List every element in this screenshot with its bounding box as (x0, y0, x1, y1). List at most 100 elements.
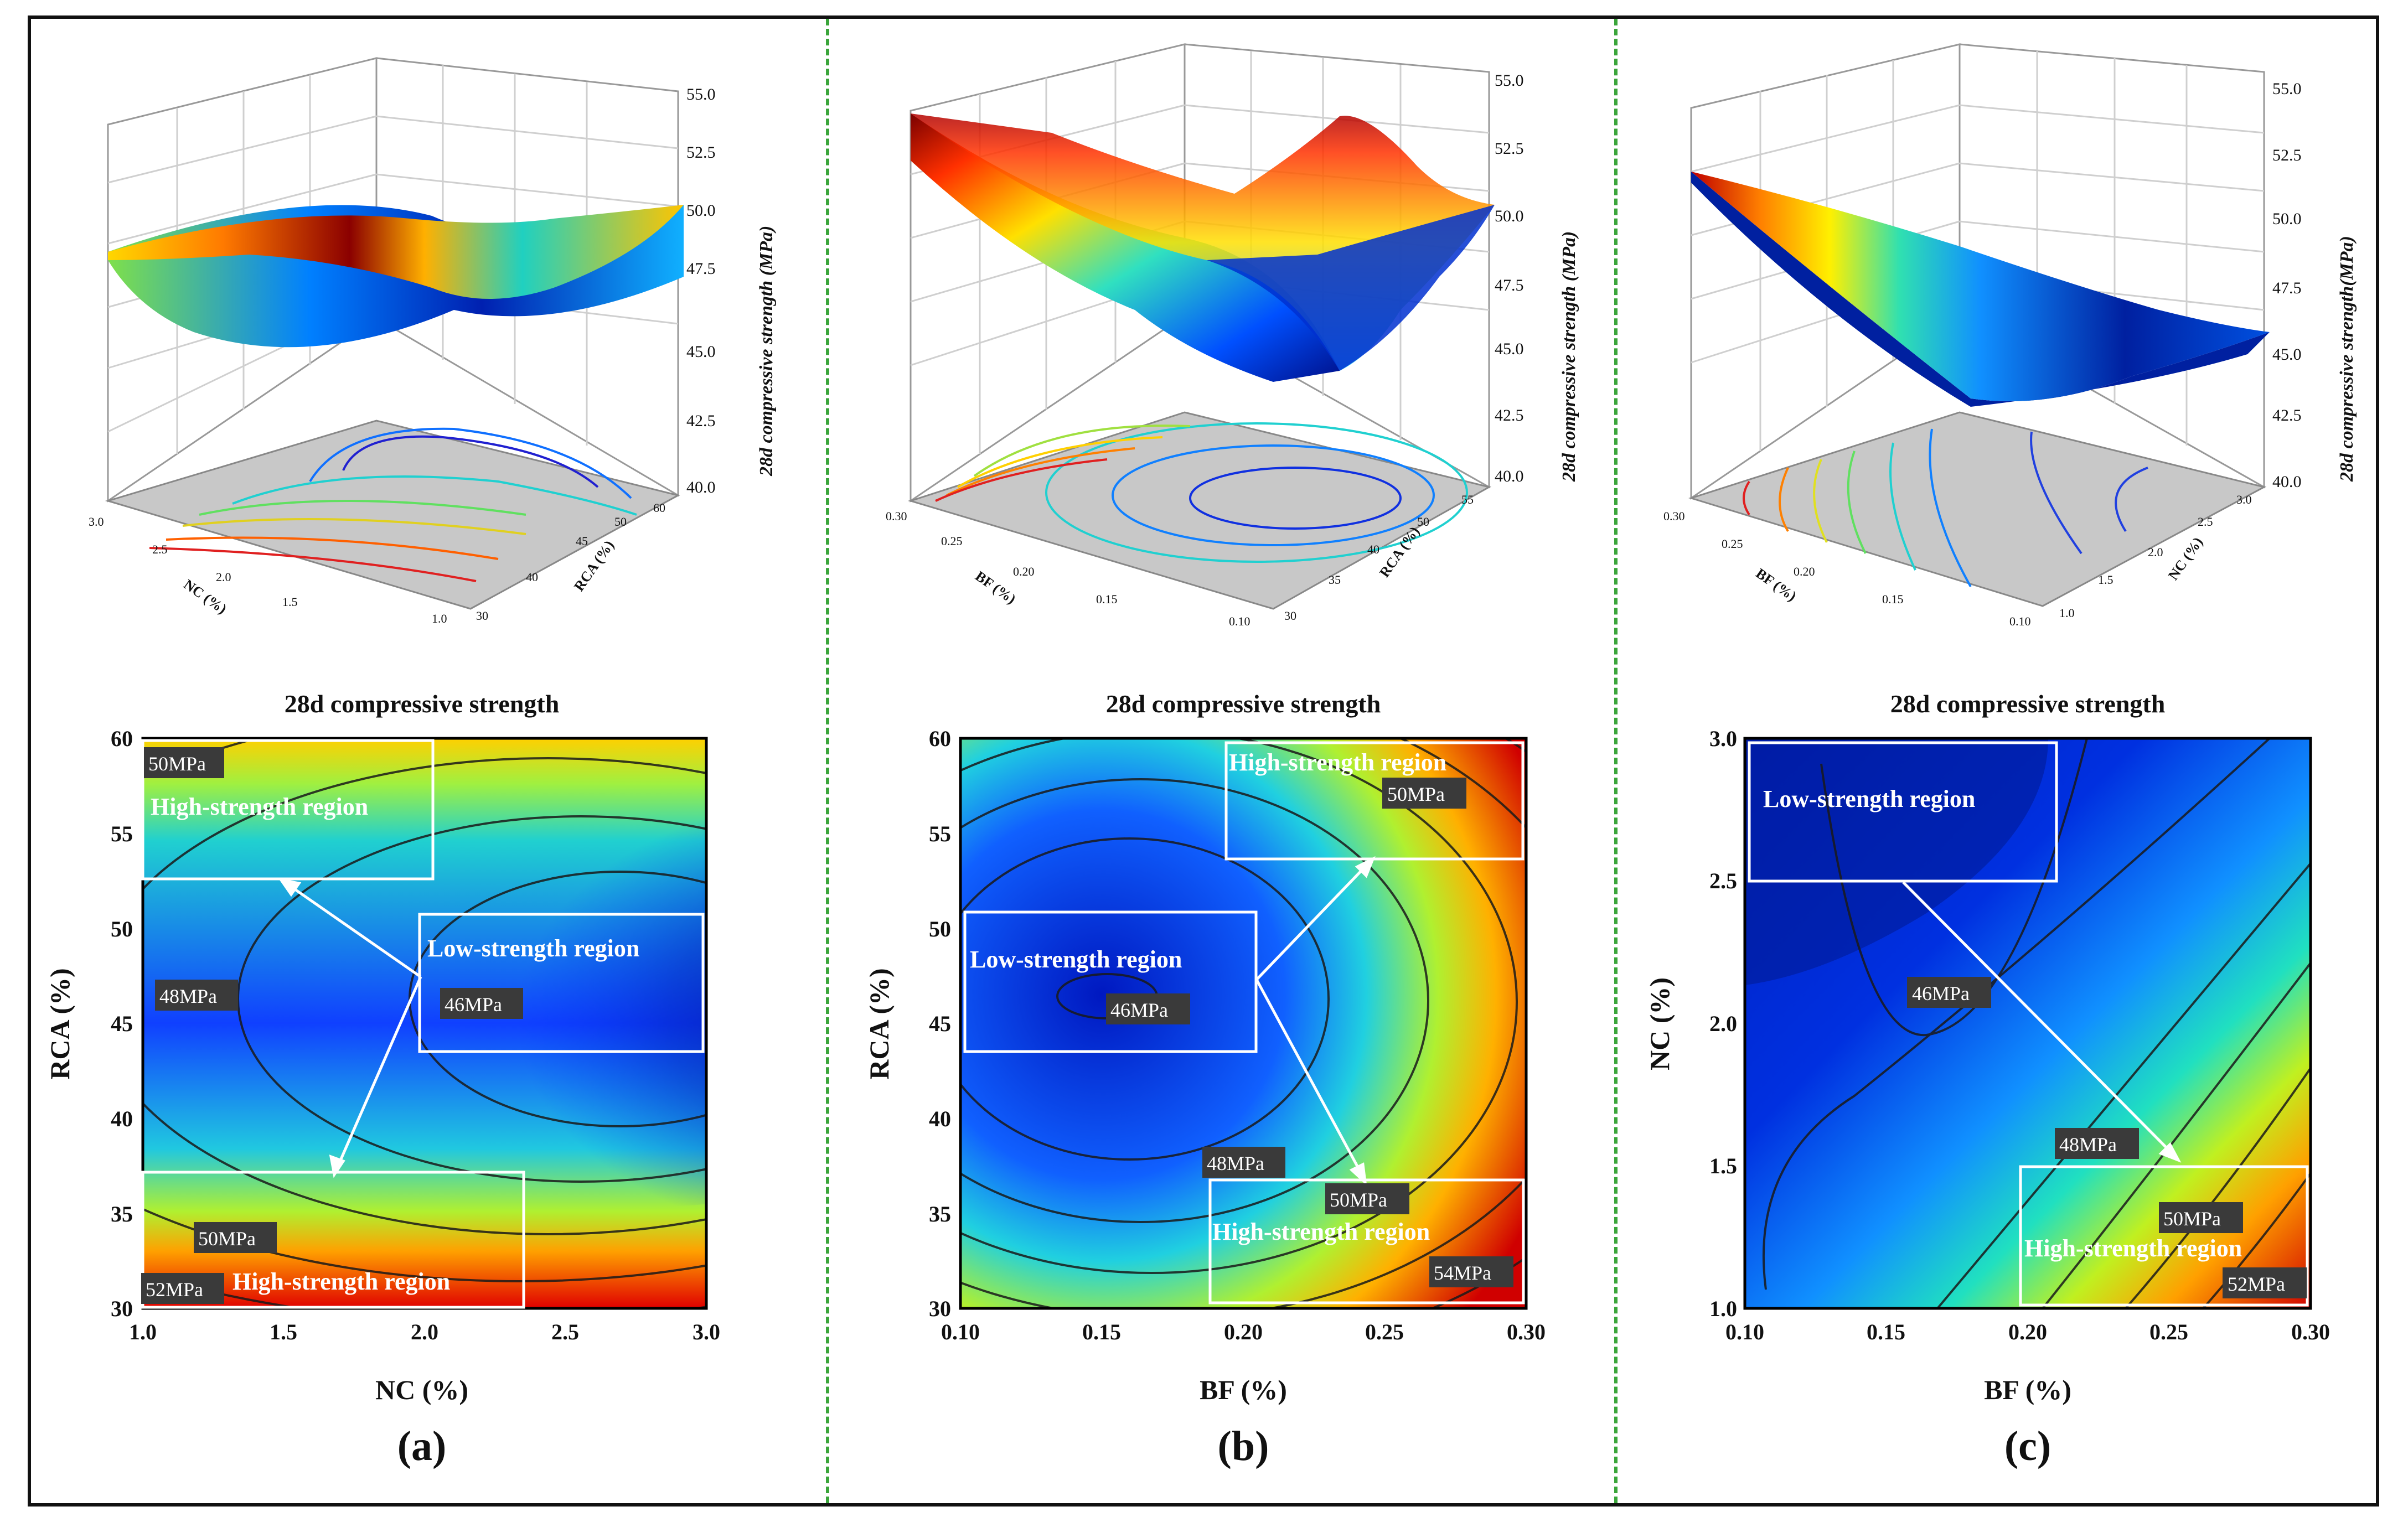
contour-map-a-ylabel: RCA (%) (44, 968, 75, 1079)
contour-label-50-a-bottom: 50MPa (198, 1228, 256, 1250)
z-tick-42.5: 42.5 (2272, 406, 2302, 424)
surface-panel-b-trough (1207, 205, 1495, 371)
surface-panel-a-floor (105, 420, 681, 610)
arrows-b (1255, 856, 1376, 1186)
z-axis-label: 28d compressive strength (MPa) (1559, 231, 1579, 482)
contour-label-54-b: 54MPa (1434, 1262, 1491, 1284)
x-tick-0.30: 0.30 (1507, 1319, 1546, 1344)
high-strength-box-c (2019, 1165, 2309, 1307)
y-tick-60: 60 (929, 726, 951, 751)
contour-map-c-ticks: 3.0 2.5 2.0 1.5 1.0 0.10 0.15 0.20 0.25 … (1709, 726, 2330, 1344)
contour-label-50-c: 50MPa (2163, 1208, 2221, 1230)
region-label-high-b-bottom: High-strength region (1212, 1218, 1430, 1245)
contour-label-46-c: 46MPa (1912, 982, 1970, 1005)
contour-label-50-b-top: 50MPa (1387, 783, 1445, 805)
region-label-high-a-top: High-strength region (151, 793, 368, 820)
y-tick-50: 50 (1417, 515, 1429, 529)
contour-labels-c: 46MPa 48MPa 50MPa 52MPa (1907, 977, 2307, 1298)
x-tick-0.10: 0.10 (1229, 614, 1250, 628)
contour-map-c-xlabel: BF (%) (1984, 1374, 2071, 1405)
y-axis-label: NC (%) (2165, 534, 2206, 583)
y-tick-40: 40 (929, 1106, 951, 1131)
z-tick-47.5: 47.5 (686, 260, 716, 278)
x-tick-2.0: 2.0 (216, 570, 231, 584)
x-axis-label: BF (%) (973, 568, 1019, 607)
low-strength-box-b (963, 910, 1258, 1053)
z-tick-45: 45.0 (2272, 345, 2302, 364)
high-strength-box-a-top (141, 739, 435, 881)
y-tick-35: 35 (1329, 573, 1341, 587)
x-tick-2.5: 2.5 (152, 542, 168, 556)
z-tick-52.5: 52.5 (2272, 146, 2302, 164)
z-tick-47.5: 47.5 (1495, 276, 1524, 294)
contour-map-a-ticks: 60 55 50 45 40 35 30 1.0 1.5 2.0 2.5 3.0 (111, 726, 720, 1344)
region-label-high-c: High-strength region (2024, 1235, 2242, 1262)
z-tick-55: 55.0 (2272, 80, 2302, 98)
surface-panel-b-floor-contours (935, 422, 1468, 563)
x-tick-0.15: 0.15 (1082, 1319, 1121, 1344)
contour-map-a: High-strength region Low-strength region… (44, 690, 720, 1469)
surface-panel-c-floor (1688, 411, 2267, 607)
region-label-low-a: Low-strength region (427, 935, 639, 962)
y-tick-40: 40 (111, 1106, 133, 1131)
x-tick-1.5: 1.5 (282, 595, 298, 609)
contour-map-b-axes-box (959, 737, 1528, 1310)
x-tick-1.5: 1.5 (270, 1319, 297, 1344)
x-tick-0.25: 0.25 (941, 534, 963, 548)
x-tick-0.20: 0.20 (1013, 565, 1035, 578)
region-label-high-a-bottom: High-strength region (232, 1268, 450, 1295)
y-tick-2.5: 2.5 (2198, 515, 2213, 529)
surface-panel-a-floor-contours (149, 427, 637, 582)
contour-label-52-a: 52MPa (146, 1278, 203, 1301)
surface-panel-c-top (1691, 172, 2270, 401)
panel-divider-1 (826, 19, 829, 1503)
region-labels-a: High-strength region Low-strength region… (151, 793, 639, 1295)
z-tick-55: 55.0 (686, 85, 716, 103)
contour-label-46-a: 46MPa (445, 993, 502, 1016)
contour-label-50-a: 50MPa (148, 753, 206, 775)
region-labels-c: Low-strength region High-strength region (1763, 785, 2242, 1262)
x-tick-1.0: 1.0 (432, 612, 447, 625)
y-tick-55: 55 (111, 821, 133, 846)
z-tick-52.5: 52.5 (1495, 139, 1524, 158)
y-tick-60: 60 (111, 726, 133, 751)
surface-panel-a-top (108, 205, 684, 299)
contour-label-46-b: 46MPa (1110, 999, 1168, 1021)
z-tick-40: 40.0 (2272, 473, 2302, 491)
z-tick-40: 40.0 (1495, 467, 1524, 485)
x-tick-0.25: 0.25 (1365, 1319, 1404, 1344)
y-tick-2.0: 2.0 (1709, 1011, 1737, 1036)
x-tick-3.0: 3.0 (89, 515, 104, 529)
region-label-high-b-top: High-strength region (1229, 749, 1446, 776)
high-strength-box-b-bottom (1208, 1178, 1525, 1304)
y-tick-3.0: 3.0 (2236, 493, 2252, 506)
y-tick-60: 60 (653, 501, 665, 515)
surface-panel-c-edge (1691, 172, 2270, 407)
x-tick-3.0: 3.0 (693, 1319, 720, 1344)
x-tick-0.15: 0.15 (1882, 592, 1904, 606)
y-tick-35: 35 (111, 1202, 133, 1226)
z-tick-47.5: 47.5 (2272, 279, 2302, 297)
arrows-a (278, 878, 422, 1178)
z-tick-50: 50.0 (2272, 210, 2302, 228)
contour-map-a-xlabel: NC (%) (375, 1374, 468, 1405)
y-tick-1.0: 1.0 (1709, 1296, 1737, 1321)
surface-panel-a-axes: 55.0 52.5 50.0 47.5 45.0 42.5 40.0 28d c… (89, 85, 777, 625)
x-tick-0.30: 0.30 (2291, 1319, 2330, 1344)
z-axis-label: 28d compressive strength (MPa) (756, 226, 777, 477)
y-tick-40: 40 (526, 570, 538, 584)
x-axis-label: BF (%) (1753, 565, 1800, 604)
high-strength-box-b-top (1224, 741, 1525, 861)
y-tick-30: 30 (929, 1296, 951, 1321)
low-strength-box-c (1748, 741, 2058, 883)
contour-map-b-xlabel: BF (%) (1200, 1374, 1287, 1405)
contour-map-b-ticks: 60 55 50 45 40 35 30 0.10 0.15 0.20 0.25… (929, 726, 1546, 1344)
z-tick-40: 40.0 (686, 478, 716, 496)
contour-labels-b: 50MPa 46MPa 48MPa 50MPa 54MPa (1106, 778, 1513, 1287)
surface-panel-b-axes: 55.0 52.5 50.0 47.5 45.0 42.5 40.0 28d c… (886, 71, 1579, 628)
y-tick-30: 30 (476, 609, 488, 623)
contour-map-c-ylabel: NC (%) (1644, 977, 1675, 1070)
y-tick-2.0: 2.0 (2148, 545, 2163, 559)
y-tick-1.5: 1.5 (2098, 573, 2114, 587)
x-tick-0.10: 0.10 (2009, 614, 2031, 628)
